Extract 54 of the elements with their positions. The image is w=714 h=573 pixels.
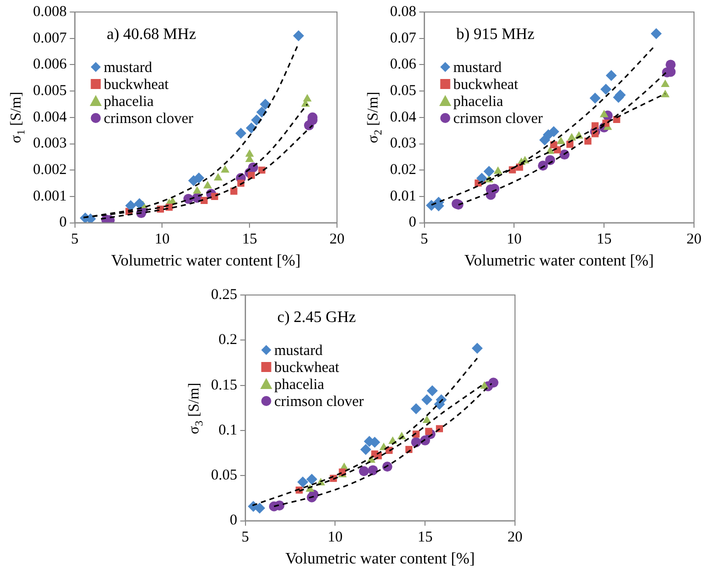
x-tick-label: 10 (328, 530, 343, 546)
legend-label: mustard (274, 342, 324, 359)
x-axis-title: Volumetric water content [%] (464, 252, 654, 270)
y-tick-label: 0.008 (33, 4, 67, 20)
x-tick-label: 15 (596, 232, 612, 248)
x-tick-label: 20 (686, 232, 702, 248)
y-tick-label: 0.004 (33, 109, 68, 126)
y-tick-label: 0 (230, 512, 238, 529)
legend-label: mustard (453, 60, 502, 76)
legend-label: phacelia (104, 94, 154, 110)
x-tick-label: 20 (330, 232, 344, 248)
x-tick-label: 10 (154, 232, 170, 248)
y-tick-label: 0.05 (390, 82, 416, 99)
y-tick-label: 0.08 (390, 4, 416, 20)
legend-label: buckwheat (274, 360, 340, 376)
y-tick-label: 0.003 (33, 136, 67, 152)
y-tick-label: 0.05 (211, 468, 238, 484)
x-tick-label: 5 (71, 232, 78, 248)
y-tick-label: 0.15 (211, 377, 238, 394)
text: c) 2.45 GHz (277, 309, 356, 326)
x-tick-label: 15 (418, 530, 433, 546)
y-tick-label: 0.03 (390, 136, 416, 152)
y-tick-label: 0.006 (33, 56, 68, 73)
legend-label: crimson clover (274, 394, 364, 410)
y-tick-label: 0.007 (33, 30, 68, 46)
y-tick-label: 0.06 (390, 56, 417, 73)
legend-label: phacelia (274, 376, 325, 393)
legend-label: crimson clover (453, 110, 543, 127)
legend-label: buckwheat (104, 76, 170, 93)
y-tick-label: 0.1 (218, 422, 238, 438)
x-axis-title: Volumetric water content [%] (285, 550, 475, 568)
text: b) 915 MHz (456, 26, 534, 44)
y-tick-label: 0.25 (211, 286, 238, 303)
y-tick-label: 0 (408, 214, 416, 231)
legend-label: mustard (104, 60, 153, 76)
y-tick-label: 0.005 (33, 82, 67, 99)
x-tick-label: 20 (508, 530, 522, 546)
y-tick-label: 0.2 (218, 332, 238, 348)
y-tick-label: 0.002 (33, 162, 67, 178)
y-tick-label: 0.01 (390, 188, 416, 204)
x-axis-title: Volumetric water content [%] (111, 252, 301, 270)
y-tick-label: 0.04 (390, 109, 417, 126)
x-tick-label: 10 (506, 232, 522, 248)
y-tick-label: 0.07 (390, 30, 417, 46)
x-tick-label: 5 (420, 232, 428, 248)
text: a) 40.68 MHz (106, 26, 196, 44)
x-tick-label: 15 (242, 232, 258, 248)
legend-label: buckwheat (453, 76, 520, 93)
y-tick-label: 0 (59, 214, 67, 231)
legend-label: crimson clover (104, 110, 194, 127)
y-tick-label: 0.001 (33, 188, 67, 204)
legend-label: phacelia (453, 94, 504, 110)
x-tick-label: 5 (242, 530, 249, 546)
y-tick-label: 0.02 (390, 162, 416, 178)
